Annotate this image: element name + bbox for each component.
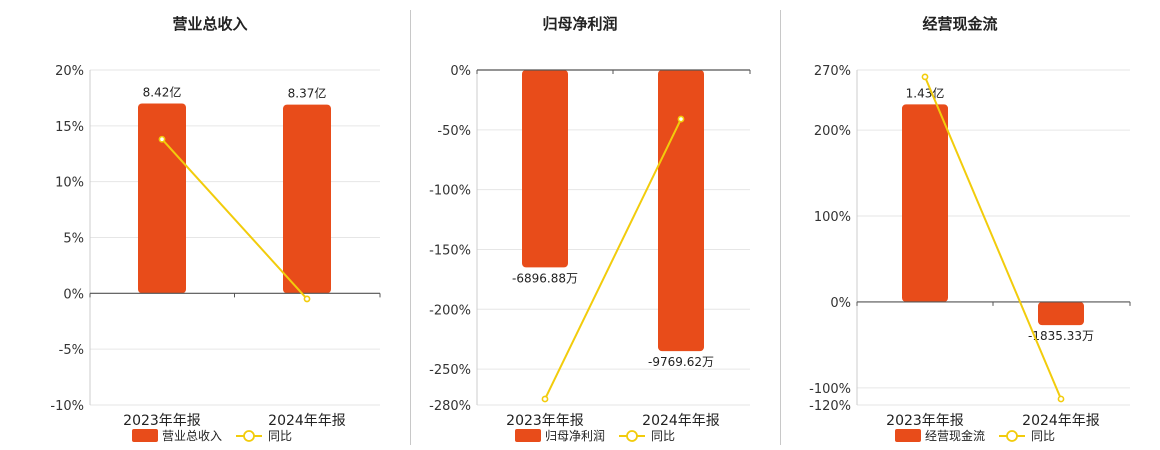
x-tick-label: 2024年年报	[1022, 413, 1100, 429]
y-tick-label: 200%	[814, 124, 851, 139]
y-tick-label: -280%	[429, 399, 471, 414]
y-tick-label: -50%	[437, 124, 471, 139]
x-tick-label: 2024年年报	[268, 413, 346, 429]
legend-label: 经营现金流	[925, 428, 985, 443]
line-point	[158, 135, 166, 143]
y-tick-label: 5%	[63, 232, 84, 247]
legend-swatch-bar	[895, 429, 921, 442]
bar	[902, 104, 948, 302]
legend-label: 归母净利润	[545, 429, 605, 443]
chart-panel-3: 经营现金流 270% 200% 100% 0% -100% -120% 1.43亿 -1835.…	[809, 15, 1131, 443]
legend-swatch-marker	[243, 430, 255, 442]
bar-data-label: -6896.88万	[512, 271, 578, 285]
line-series	[544, 118, 682, 400]
y-tick-label: -10%	[50, 399, 84, 414]
chart-panel-1: 营业总收入 20% 15% 10% 5% 0% -5% -10% 8.42亿 8.37亿 2023年…	[50, 15, 381, 443]
legend-label: 同比	[268, 429, 292, 443]
y-tick-label: 15%	[55, 120, 84, 135]
chart-title: 营业总收入	[172, 15, 247, 33]
line-point	[303, 295, 311, 303]
y-tick-label: 100%	[814, 210, 851, 225]
x-tick-label: 2023年年报	[506, 413, 584, 429]
line-point	[1057, 395, 1065, 403]
legend-swatch-bar	[515, 429, 541, 442]
y-tick-label: -100%	[809, 382, 851, 397]
bar	[522, 70, 568, 268]
bar-data-label: 1.43亿	[906, 85, 945, 100]
legend-swatch-marker	[626, 430, 638, 442]
legend-label: 同比	[1031, 429, 1055, 443]
legend-label: 营业总收入	[162, 429, 222, 443]
bar	[1038, 301, 1084, 326]
bar	[283, 104, 331, 294]
y-tick-label: -150%	[429, 243, 471, 258]
x-tick-label: 2023年年报	[123, 413, 201, 429]
chart-title: 经营现金流	[922, 15, 997, 33]
panel-divider	[410, 10, 411, 445]
y-tick-label: -200%	[429, 303, 471, 318]
y-tick-label: 0%	[63, 287, 84, 302]
line-point	[677, 115, 685, 123]
y-tick-label: -100%	[429, 184, 471, 199]
bar	[658, 70, 704, 352]
line-series	[161, 138, 308, 300]
x-tick-label: 2024年年报	[642, 413, 720, 429]
panel-divider	[780, 10, 781, 445]
line-point	[541, 395, 549, 403]
legend-label: 同比	[651, 429, 675, 443]
line-series	[924, 76, 1062, 400]
bar	[138, 103, 186, 294]
line-point	[921, 73, 929, 81]
bar-data-label: -1835.33万	[1028, 329, 1094, 343]
x-tick-label: 2023年年报	[886, 413, 964, 429]
bar-data-label: 8.37亿	[288, 86, 327, 101]
legend-swatch-bar	[132, 429, 158, 442]
y-tick-label: -120%	[809, 399, 851, 414]
chart-title: 归母净利润	[542, 15, 617, 33]
y-tick-label: 0%	[450, 64, 471, 79]
legend-swatch-marker	[1006, 430, 1018, 442]
bar-data-label: 8.42亿	[143, 85, 182, 100]
y-tick-label: 270%	[814, 64, 851, 79]
y-tick-label: 20%	[55, 64, 84, 79]
y-tick-label: 10%	[55, 176, 84, 191]
chart-panel-2: 归母净利润 0% -50% -100% -150% -200% -250% -280% -689…	[429, 15, 751, 443]
y-tick-label: 0%	[830, 296, 851, 311]
y-tick-label: -250%	[429, 363, 471, 378]
bar-data-label: -9769.62万	[648, 355, 714, 369]
y-tick-label: -5%	[59, 343, 84, 358]
